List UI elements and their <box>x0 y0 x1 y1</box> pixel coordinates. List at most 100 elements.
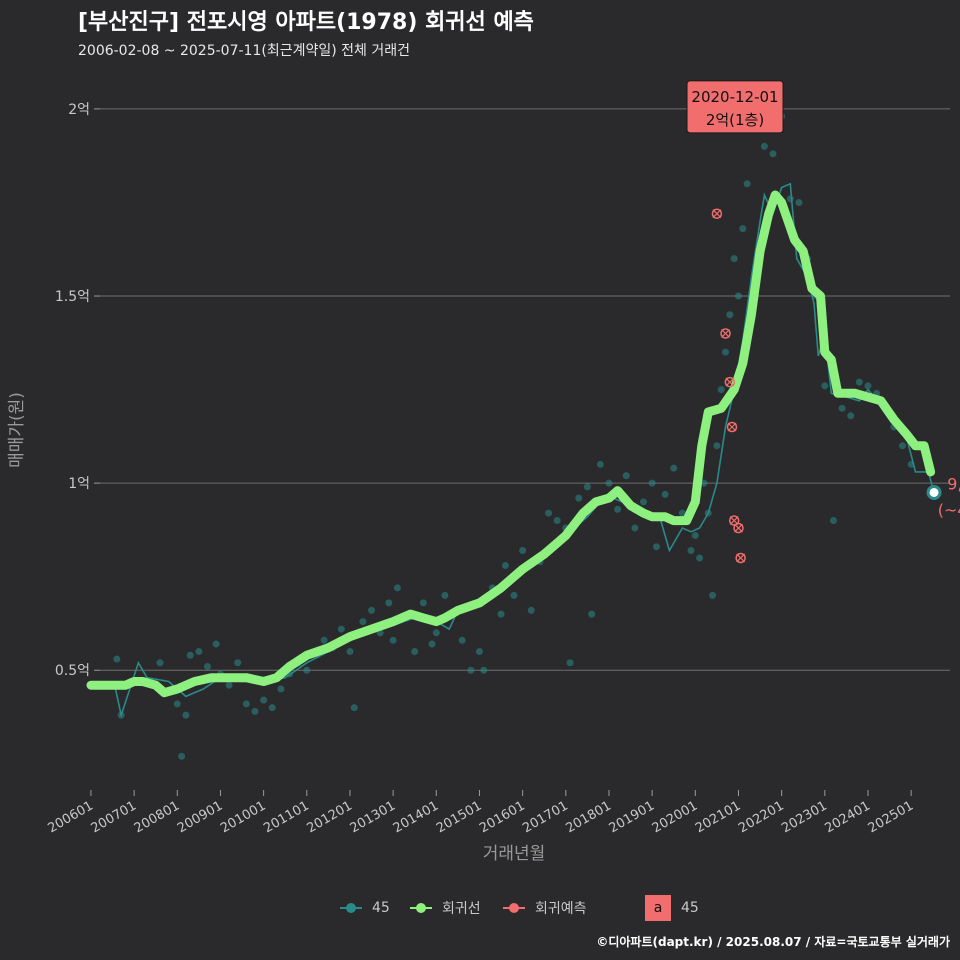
x-tick-label: 201501 <box>434 798 484 836</box>
grid-lines <box>100 108 950 671</box>
forecast-point-cross <box>734 523 743 533</box>
legend-label: 회귀선 <box>442 901 481 917</box>
scatter-point <box>441 591 449 599</box>
scatter-point <box>575 494 583 502</box>
series-45-line <box>113 182 935 719</box>
scatter-point <box>475 648 483 656</box>
forecast-point <box>735 552 746 564</box>
scatter-point <box>739 225 747 233</box>
chart-subtitle: 2006-02-08 ~ 2025-07-11(최근계약일) 전체 거래건 <box>78 43 410 59</box>
legend-box-icon: a <box>645 895 671 921</box>
legend-item-45: 45 <box>340 896 390 920</box>
forecast-point-cross <box>721 329 730 338</box>
scatter-point <box>566 659 574 667</box>
scatter-point <box>368 606 376 614</box>
scatter-point <box>186 651 194 659</box>
scatter-point <box>234 659 242 667</box>
scatter-point <box>242 700 250 708</box>
scatter-point <box>596 460 604 468</box>
scatter-point <box>467 666 475 674</box>
legend-item-forecast: 회귀예측 <box>503 896 587 920</box>
annotations: 2020-12-01 2억(1층) 9,750 (~45㎡) <box>686 80 960 519</box>
forecast-point <box>724 376 736 388</box>
scatter-point <box>717 386 725 394</box>
scatter-point <box>346 648 354 656</box>
scatter-point <box>696 554 704 562</box>
peak-label-box <box>686 80 784 134</box>
scatter-point <box>113 655 121 663</box>
scatter-point <box>829 517 837 525</box>
scatter-point <box>225 681 233 689</box>
legend-label: 회귀예측 <box>535 901 587 917</box>
forecast-point <box>733 522 744 534</box>
x-tick-label: 201801 <box>563 798 613 836</box>
scatter-point <box>458 636 466 644</box>
latest-point-marker <box>926 484 942 500</box>
x-tick-label: 201301 <box>348 798 398 836</box>
x-tick-label: 200701 <box>89 798 139 836</box>
scatter-point <box>670 464 678 472</box>
x-tick-label: 201001 <box>218 798 268 836</box>
scatter-point <box>838 404 846 412</box>
scatter-point <box>156 659 164 667</box>
scatter-point <box>389 636 397 644</box>
scatter-point <box>678 509 686 517</box>
legend-key-icon <box>410 897 432 919</box>
x-tick-label: 202201 <box>736 798 786 836</box>
x-tick-label: 201101 <box>261 798 311 836</box>
x-tick-label: 200601 <box>45 798 95 836</box>
legend-item-box: a 45 <box>645 895 699 921</box>
scatter-point <box>760 142 768 150</box>
scatter-point <box>501 561 509 569</box>
forecast-point <box>726 421 738 433</box>
scatter-point <box>519 546 527 554</box>
x-tick-label: 201901 <box>607 798 657 836</box>
scatter-point <box>195 648 203 656</box>
scatter-point <box>821 382 829 390</box>
latest-size-label: (~45㎡) <box>938 500 960 519</box>
y-axis-label: 매매가(원) <box>7 392 27 468</box>
scatter-point <box>411 648 419 656</box>
x-tick-label: 201401 <box>391 798 441 836</box>
regression-path <box>86 190 936 698</box>
forecast-point-cross <box>727 422 737 432</box>
forecast-point-cross <box>736 553 746 563</box>
scatter-point <box>795 198 803 206</box>
peak-label-price: 2억(1층) <box>706 111 764 129</box>
scatter-point <box>713 442 721 450</box>
x-tick-label: 200901 <box>175 798 225 836</box>
scatter-point <box>527 606 535 614</box>
scatter-point <box>769 150 777 158</box>
y-tick-label: 1.5억 <box>55 289 90 305</box>
scatter-point <box>855 378 863 386</box>
footer-credit: ©디아파트(dapt.kr) / 2025.08.07 / 자료=국토교통부 실… <box>596 935 950 949</box>
scatter-point <box>251 707 259 715</box>
scatter-point <box>268 704 276 712</box>
scatter-point <box>510 591 518 599</box>
scatter-point <box>385 599 393 607</box>
scatter-point <box>583 483 591 491</box>
y-axis-ticks: 0.5억 1억 1.5억 2억 <box>55 102 100 679</box>
legend-key-icon <box>340 897 362 919</box>
x-tick-label: 202101 <box>693 798 743 836</box>
scatter-point <box>173 700 181 708</box>
scatter-point <box>182 711 190 719</box>
forecast-point <box>720 328 731 339</box>
y-tick-label: 2억 <box>68 102 90 118</box>
scatter-point <box>661 490 669 498</box>
scatter-point <box>303 666 311 674</box>
x-tick-label: 201601 <box>477 798 527 836</box>
forecast-point-cross <box>725 377 735 387</box>
scatter-point <box>743 180 751 188</box>
peak-label-date: 2020-12-01 <box>691 88 778 106</box>
legend-label: 45 <box>681 900 699 916</box>
x-tick-label: 200801 <box>132 798 182 836</box>
x-tick-label: 201701 <box>520 798 570 836</box>
scatter-point <box>722 348 730 356</box>
y-tick-label: 1억 <box>68 476 90 492</box>
scatter-point <box>553 517 561 525</box>
scatter-point <box>899 442 907 450</box>
scatter-point <box>432 629 440 637</box>
legend-key-icon <box>503 897 525 919</box>
